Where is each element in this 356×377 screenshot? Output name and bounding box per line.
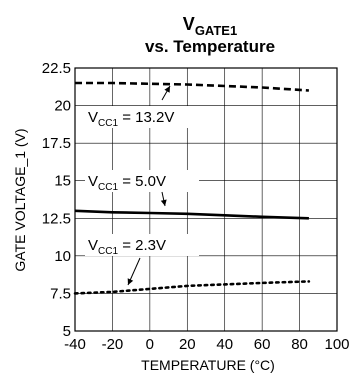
y-tick-label: 10 xyxy=(54,248,71,265)
chart-title-main: V xyxy=(183,14,195,34)
y-tick-label: 7.5 xyxy=(50,285,71,302)
y-tick-label: 15 xyxy=(54,173,71,190)
y-axis-label: GATE VOLTAGE_1 (V) xyxy=(12,128,28,271)
x-tick-label: -20 xyxy=(102,336,124,353)
y-tick-label: 22.5 xyxy=(42,60,71,77)
annotation-arrowhead xyxy=(160,199,167,206)
series-line-3 xyxy=(73,280,311,295)
series-line-1 xyxy=(75,81,309,92)
y-tick-label: 5 xyxy=(63,323,71,340)
chart-title: VGATE1 xyxy=(183,14,237,38)
x-tick-label: -40 xyxy=(64,336,86,353)
y-tick-label: 20 xyxy=(54,98,71,115)
series-lines xyxy=(73,81,311,295)
x-tick-label: 100 xyxy=(324,336,349,353)
y-tick-labels: 5 7.5 10 12.5 15 17.5 20 22.5 xyxy=(42,60,71,340)
series-annotations: VCC1 = 13.2V VCC1 = 5.0V VCC1 = 2.3V xyxy=(85,85,199,286)
x-tick-labels: -40 -20 0 20 40 60 80 100 xyxy=(64,336,349,353)
annotation-background xyxy=(85,170,199,192)
x-tick-label: 20 xyxy=(179,336,196,353)
x-tick-label: 60 xyxy=(254,336,271,353)
annotation-background xyxy=(85,234,199,256)
x-tick-label: 0 xyxy=(146,336,154,353)
x-axis-label: TEMPERATURE (°C) xyxy=(141,357,275,373)
chart-title-subscript: GATE1 xyxy=(195,23,237,38)
x-tick-label: 80 xyxy=(291,336,308,353)
series-annotation-3: VCC1 = 2.3V xyxy=(88,237,166,257)
annotation-background xyxy=(85,106,199,128)
series-line-2 xyxy=(74,209,309,220)
y-tick-label: 17.5 xyxy=(42,135,71,152)
plot-area xyxy=(74,67,338,332)
series-annotation-2: VCC1 = 5.0V xyxy=(88,173,166,193)
annotation-arrowhead xyxy=(164,86,170,93)
y-tick-label: 12.5 xyxy=(42,210,71,227)
chart-subtitle: vs. Temperature xyxy=(145,37,275,56)
x-tick-label: 40 xyxy=(216,336,233,353)
series-annotation-1: VCC1 = 13.2V xyxy=(88,109,174,129)
annotation-arrowhead xyxy=(127,278,134,285)
plot-border xyxy=(74,67,338,332)
